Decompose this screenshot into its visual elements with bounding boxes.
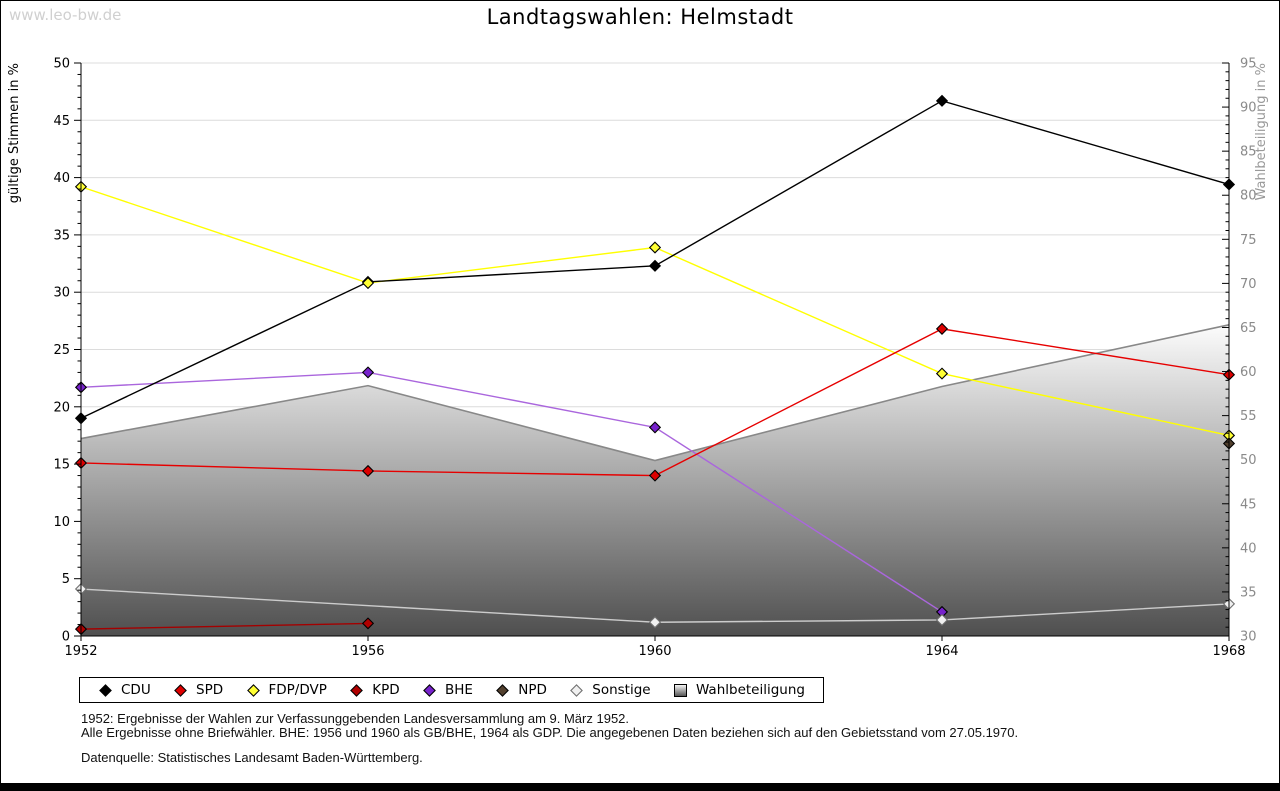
- legend-diamond-icon: [99, 683, 112, 697]
- x-axis-tick-label: 1956: [351, 644, 384, 659]
- right-axis-tick-label: 55: [1240, 409, 1257, 424]
- marker-sonstige: [935, 613, 949, 627]
- footnote-source: Datenquelle: Statistisches Landesamt Bad…: [81, 750, 423, 765]
- legend-item-cdu: CDU: [98, 682, 151, 698]
- marker-fdp-dvp: [648, 241, 662, 254]
- right-axis-tick-label: 60: [1240, 365, 1257, 380]
- right-axis-tick-label: 40: [1240, 541, 1257, 556]
- x-axis-tick-label: 1964: [925, 644, 958, 659]
- legend-label: KPD: [372, 682, 400, 698]
- line-fdp-dvp: [80, 186, 1230, 437]
- right-axis-tick-label: 90: [1240, 101, 1257, 116]
- right-axis-tick-label: 80: [1240, 189, 1257, 204]
- legend-diamond-icon: [174, 683, 187, 697]
- x-axis-tick-label: 1960: [638, 644, 671, 659]
- left-axis-tick-label: 30: [53, 286, 70, 301]
- legend-item-sonstige: Sonstige: [569, 682, 651, 698]
- legend-item-wahlbeteiligung: Wahlbeteiligung: [673, 682, 805, 698]
- left-axis-tick-label: 0: [62, 630, 70, 645]
- turnout-area-boundary: [80, 324, 1230, 462]
- marker-cdu: [935, 94, 949, 107]
- marker-fdp-dvp: [361, 276, 375, 290]
- right-axis-title: Wahlbeteiligung in %: [1254, 63, 1269, 200]
- left-axis-tick-label: 45: [53, 114, 70, 129]
- legend-item-npd: NPD: [495, 682, 547, 698]
- right-axis-tick-label: 85: [1240, 145, 1257, 160]
- election-chart: 0 5 10 15 20 25 30 35 40 45 50 30 35 40 45 50 55 60 65 70 75…: [7, 57, 1269, 660]
- left-axis-tick-label: 10: [53, 515, 70, 530]
- marker-sonstige: [648, 616, 662, 629]
- legend-diamond-icon: [246, 683, 260, 697]
- legend-diamond-icon: [496, 683, 510, 697]
- marker-bhe: [648, 421, 662, 434]
- right-axis-tick-label: 95: [1240, 57, 1257, 72]
- left-axis-tick-label: 35: [53, 228, 70, 243]
- left-axis-tick-label: 15: [53, 458, 70, 473]
- legend-label: Wahlbeteiligung: [695, 682, 805, 698]
- legend-diamond-icon: [570, 683, 584, 697]
- legend-label: SPD: [196, 682, 224, 698]
- legend-diamond-icon: [423, 683, 436, 697]
- left-axis-tick-label: 5: [62, 572, 70, 587]
- watermark: www.leo-bw.de: [9, 6, 122, 24]
- line-kpd: [80, 622, 369, 630]
- legend-label: Sonstige: [592, 682, 651, 698]
- page-title: Landtagswahlen: Helmstadt: [486, 5, 794, 29]
- legend-label: CDU: [121, 682, 151, 698]
- legend-item-kpd: KPD: [349, 682, 400, 698]
- legend-diamond-icon: [350, 683, 364, 697]
- footnote-line-1: 1952: Ergebnisse der Wahlen zur Verfassu…: [81, 711, 630, 726]
- legend-swatch-icon: [673, 683, 687, 697]
- right-axis-tick-label: 30: [1240, 630, 1257, 645]
- marker-kpd: [361, 617, 375, 630]
- right-axis-tick-label: 50: [1240, 453, 1257, 468]
- marker-fdp-dvp: [935, 367, 949, 380]
- line-sonstige: [80, 588, 1230, 623]
- left-axis-tick-label: 40: [53, 171, 70, 186]
- left-axis-title: gültige Stimmen in %: [7, 63, 22, 203]
- legend-item-bhe: BHE: [422, 682, 473, 698]
- legend-label: FDP/DVP: [268, 682, 327, 698]
- marker-cdu: [648, 259, 662, 272]
- right-axis-tick-label: 65: [1240, 321, 1257, 336]
- right-axis-tick-label: 70: [1240, 277, 1257, 292]
- left-axis-tick-label: 50: [53, 57, 70, 72]
- line-bhe: [80, 371, 943, 613]
- legend-label: NPD: [518, 682, 547, 698]
- x-axis-tick-label: 1952: [64, 644, 97, 659]
- footnote-line-2: Alle Ergebnisse ohne Briefwähler. BHE: 1…: [81, 724, 1019, 740]
- left-axis-tick-label: 25: [53, 343, 70, 358]
- marker-spd: [361, 464, 375, 478]
- marker-spd: [648, 469, 662, 482]
- bottom-border-bar: [1, 783, 1279, 790]
- right-axis-tick-label: 35: [1240, 585, 1257, 600]
- right-axis-tick-label: 75: [1240, 233, 1257, 248]
- axes: 0 5 10 15 20 25 30 35 40 45 50 30 35 40 45 50 55 60 65 70 75…: [53, 57, 1256, 660]
- legend-item-spd: SPD: [173, 682, 223, 698]
- footnotes: 1952: Ergebnisse der Wahlen zur Verfassu…: [81, 712, 1018, 765]
- right-axis-tick-label: 45: [1240, 497, 1257, 512]
- legend-label: BHE: [444, 682, 473, 698]
- x-axis-tick-label: 1968: [1212, 644, 1245, 659]
- marker-spd: [935, 322, 949, 335]
- legend: CDU SPD FDP/DVP KPD BHE NPD Sonstige Wahlbeteil…: [79, 677, 824, 703]
- legend-item-fdp-dvp: FDP/DVP: [246, 682, 327, 698]
- left-axis-tick-label: 20: [53, 400, 70, 415]
- marker-bhe: [361, 366, 375, 379]
